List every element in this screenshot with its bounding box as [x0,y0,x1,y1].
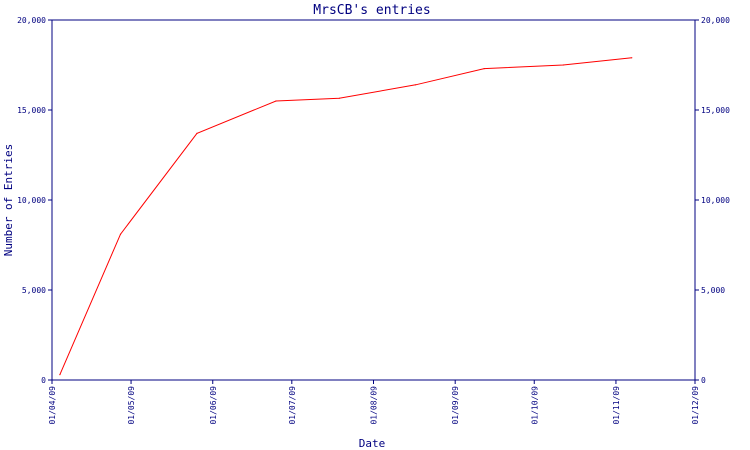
data-point [196,132,198,134]
x-axis: 01/04/09 01/05/09 01/06/09 01/07/09 01/08/09… [48,380,700,425]
y-tick-label-left: 5,000 [22,286,46,295]
x-tick-label: 01/04/09 [48,386,57,425]
y-axis-left: 0 5,000 10,000 15,000 20,000 [17,16,52,385]
x-tick-label: 01/11/09 [612,386,621,425]
y-tick-label-left: 0 [41,376,46,385]
data-point [275,100,277,102]
x-tick-label: 01/10/09 [530,386,539,425]
y-tick-label-right: 10,000 [701,196,730,205]
y-axis-label: Number of Entries [2,144,15,257]
data-point [483,68,485,70]
y-tick-label-right: 5,000 [701,286,725,295]
data-point [631,57,633,59]
x-tick-label: 01/08/09 [370,386,379,425]
data-point [415,84,417,86]
y-tick-label-left: 15,000 [17,106,46,115]
x-tick-label: 01/07/09 [288,386,297,425]
series-line [59,57,632,375]
x-tick-label: 01/06/09 [209,386,218,425]
plot-frame [51,19,696,381]
chart-title: MrsCB's entries [313,3,430,18]
x-tick-label: 01/05/09 [127,386,136,425]
y-tick-label-right: 15,000 [701,106,730,115]
y-tick-label-left: 10,000 [17,196,46,205]
series-group [59,57,633,376]
y-tick-label-left: 20,000 [17,16,46,25]
y-tick-label-right: 0 [701,376,706,385]
data-point [338,97,340,99]
data-point [562,64,564,66]
data-point [59,374,61,376]
x-tick-label: 01/12/09 [691,386,700,425]
data-point [119,233,122,235]
x-tick-label: 01/09/09 [451,386,460,425]
y-tick-label-right: 20,000 [701,16,730,25]
x-axis-label: Date [359,437,386,450]
y-axis-right: 0 5,000 10,000 15,000 20,000 [695,16,730,385]
